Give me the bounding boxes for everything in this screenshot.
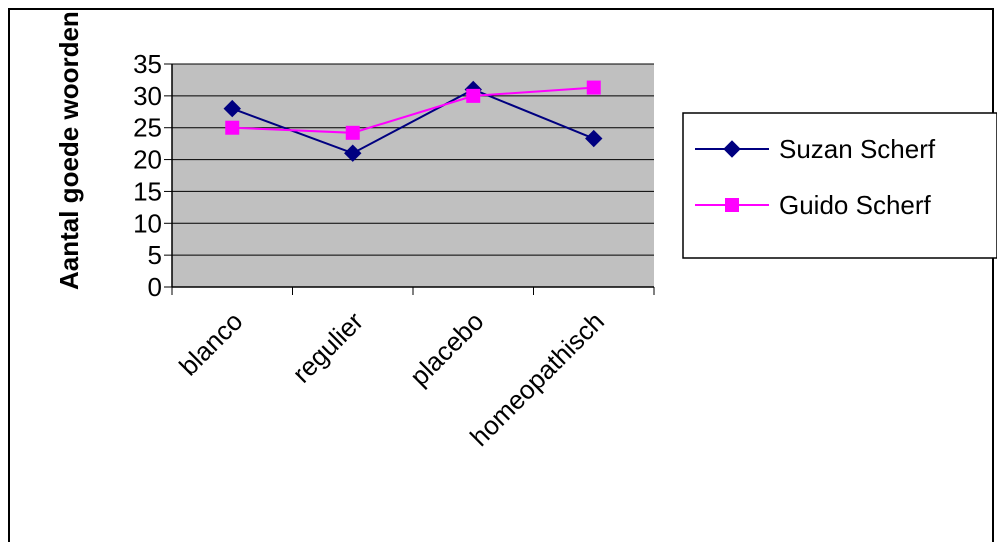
data-point — [586, 80, 601, 95]
legend: Suzan Scherf Guido Scherf — [682, 112, 997, 259]
x-tick-label: placebo — [404, 306, 490, 392]
y-tick-label: 0 — [148, 272, 162, 302]
y-tick-label: 20 — [133, 145, 162, 175]
x-tick-label: blanco — [173, 306, 248, 381]
data-point — [585, 129, 603, 148]
y-tick-label: 30 — [133, 81, 162, 111]
y-axis-label: Aantal goede woorden — [54, 11, 84, 290]
chart-frame — [8, 8, 994, 542]
legend-label: Guido Scherf — [779, 190, 932, 220]
legend-label: Suzan Scherf — [779, 134, 936, 164]
legend-marker — [725, 198, 739, 212]
y-tick-label: 5 — [148, 240, 162, 270]
data-point — [345, 125, 360, 140]
plot-area — [172, 64, 654, 287]
y-tick-label: 10 — [133, 208, 162, 238]
series-1 — [225, 80, 601, 140]
legend-entry: Guido Scherf — [695, 190, 932, 220]
y-tick-label: 25 — [133, 113, 162, 143]
data-point — [223, 99, 241, 118]
series-line — [232, 86, 594, 134]
data-point — [225, 120, 240, 135]
data-point — [466, 88, 481, 103]
x-tick-label: regulier — [286, 306, 369, 389]
legend-entry: Suzan Scherf — [695, 134, 936, 164]
y-tick-label: 35 — [133, 49, 162, 79]
legend-marker — [723, 140, 741, 158]
series-layer — [223, 80, 603, 162]
data-point — [344, 144, 362, 162]
legend-box — [682, 112, 997, 259]
y-tick-label: 15 — [133, 176, 162, 206]
